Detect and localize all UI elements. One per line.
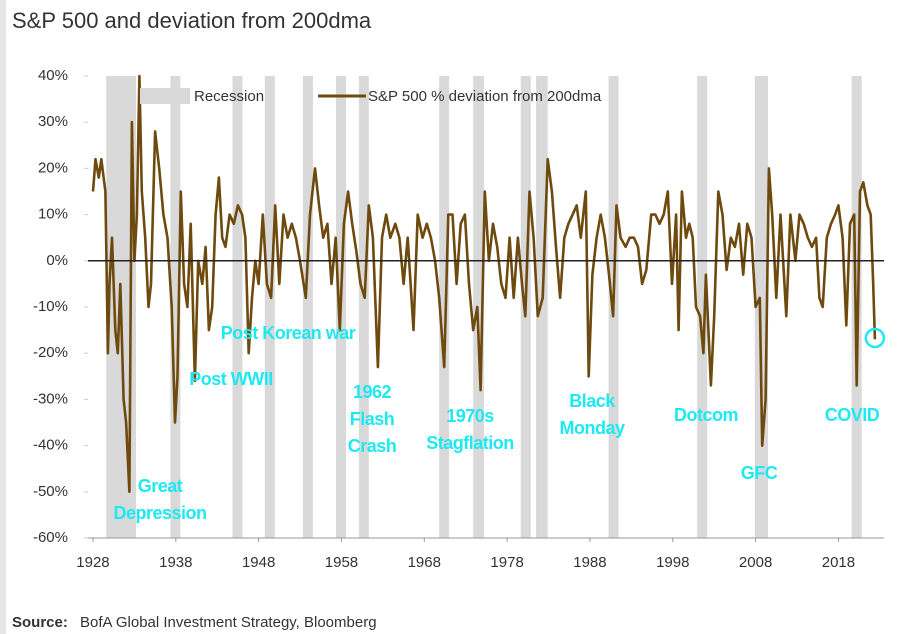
x-tick-label: 1968 (408, 554, 441, 571)
y-tick-label: -60% (33, 529, 68, 546)
annotation: 1970s (446, 406, 494, 426)
x-tick-label: 1928 (76, 554, 109, 571)
y-tick-label: 10% (38, 206, 68, 223)
chart-title: S&P 500 and deviation from 200dma (12, 8, 372, 33)
x-tick-label: 1958 (325, 554, 358, 571)
annotation: COVID (825, 405, 880, 425)
legend-label: Recession (194, 88, 264, 105)
side-strip (0, 0, 6, 634)
x-tick-label: 1988 (573, 554, 606, 571)
y-tick-label: 0% (46, 252, 68, 269)
y-tick-label: -20% (33, 344, 68, 361)
x-tick-label: 1978 (490, 554, 523, 571)
annotation: Crash (348, 436, 397, 456)
x-tick-label: 2008 (739, 554, 772, 571)
annotation: Depression (113, 503, 206, 523)
x-tick-label: 1998 (656, 554, 689, 571)
y-tick-label: 20% (38, 159, 68, 176)
line-series (91, 74, 877, 494)
source-text: BofA Global Investment Strategy, Bloombe… (80, 614, 377, 631)
legend-label: S&P 500 % deviation from 200dma (368, 88, 602, 105)
x-tick-label: 1938 (159, 554, 192, 571)
x-tick-label: 2018 (822, 554, 855, 571)
recession-band (536, 76, 548, 538)
y-tick-label: 30% (38, 113, 68, 130)
recession-band (358, 76, 369, 538)
annotation: Post WWII (189, 369, 273, 389)
source-label: Source: (12, 614, 68, 631)
y-tick-label: -30% (33, 390, 68, 407)
annotation: Great (138, 476, 183, 496)
annotation: Monday (559, 418, 624, 438)
recession-band (232, 76, 243, 538)
annotation: GFC (741, 463, 778, 483)
legend-swatch (140, 88, 190, 104)
annotation: Flash (350, 409, 395, 429)
x-tick-label: 1948 (242, 554, 275, 571)
recession-band (302, 76, 313, 538)
recession-band (264, 76, 275, 538)
annotation: 1962 (353, 382, 392, 402)
annotation: Dotcom (674, 405, 738, 425)
y-tick-label: 40% (38, 67, 68, 84)
annotation: Black (569, 391, 616, 411)
recession-band (170, 76, 181, 538)
annotation: Stagflation (426, 433, 514, 453)
recession-band (439, 76, 450, 538)
annotation: Post Korean war (221, 323, 356, 343)
y-tick-label: -10% (33, 298, 68, 315)
y-tick-label: -40% (33, 437, 68, 454)
y-tick-label: -50% (33, 483, 68, 500)
recession-band (697, 76, 708, 538)
highlight-circle (864, 327, 886, 349)
